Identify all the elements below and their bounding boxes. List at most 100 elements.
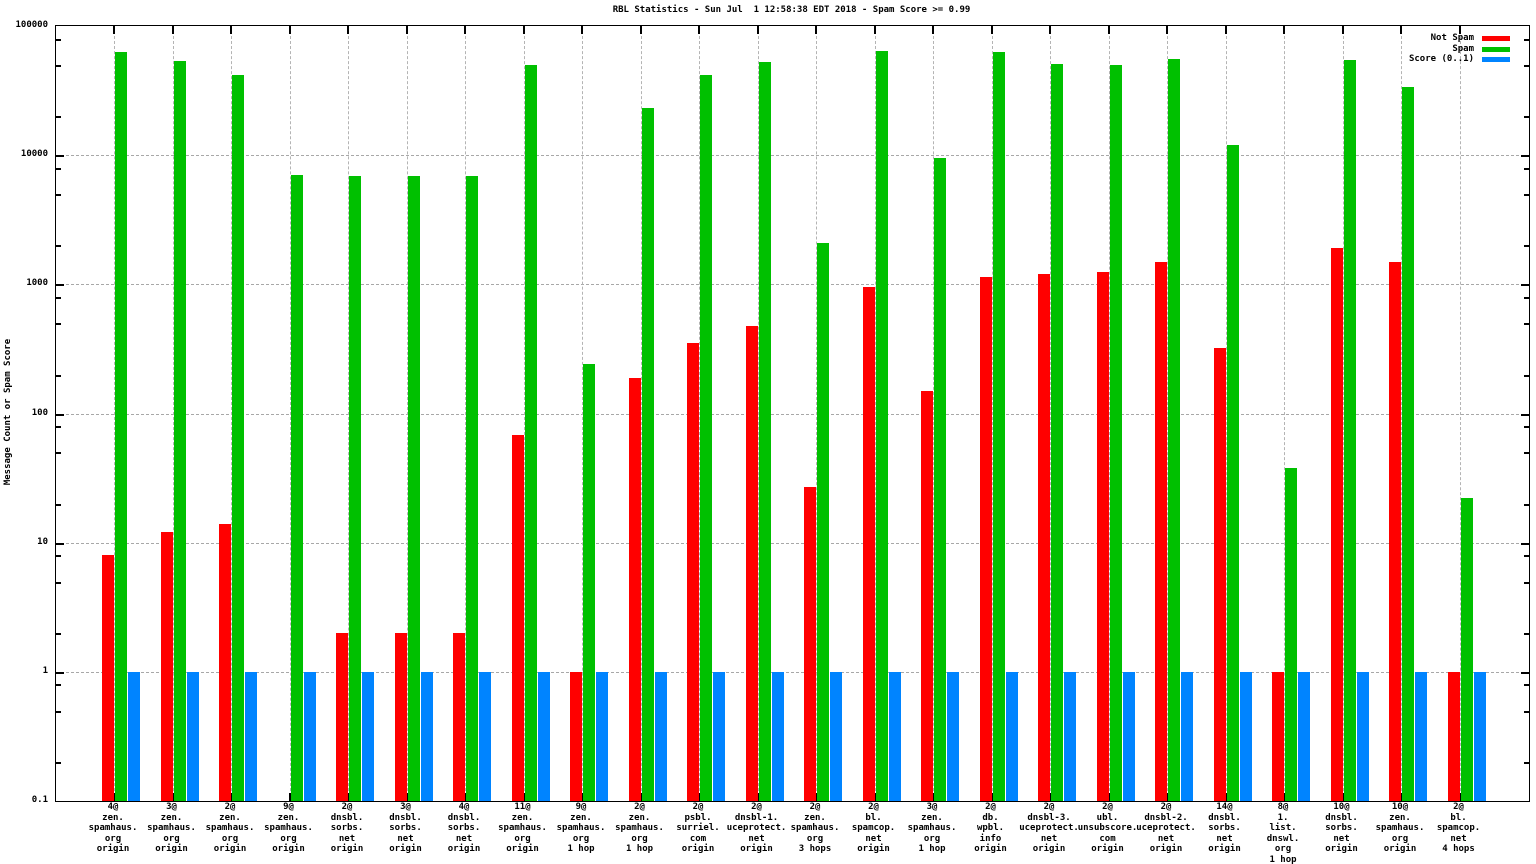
y-major-tick-right bbox=[1521, 542, 1529, 545]
x-group-label: 4@ dnsbl. sorbs. net origin bbox=[435, 802, 493, 855]
gridline-vertical bbox=[289, 26, 291, 801]
gridline-vertical bbox=[640, 26, 642, 801]
x-group-label-line: zen. bbox=[570, 812, 592, 823]
y-tick-label: 1000 bbox=[26, 278, 48, 289]
bar-spam bbox=[817, 242, 829, 801]
y-major-tick-left bbox=[56, 542, 64, 545]
legend-item-label: Spam bbox=[1452, 43, 1474, 54]
bar-score bbox=[303, 671, 316, 801]
x-group-label-line: origin bbox=[272, 844, 305, 854]
x-group-label: 2@ bl. spamcop. net 4 hops bbox=[1430, 802, 1488, 855]
x-group-label-line: dnsbl. bbox=[1208, 812, 1241, 823]
y-minor-tick-right bbox=[1524, 452, 1529, 455]
y-minor-tick-right bbox=[1524, 555, 1529, 558]
x-group-label-line: origin bbox=[213, 844, 247, 854]
x-group-label-line: 3@ bbox=[926, 802, 938, 812]
y-minor-tick-right bbox=[1524, 710, 1529, 713]
x-group-label-line: bl. bbox=[865, 812, 882, 823]
x-tick-bottom bbox=[1400, 793, 1402, 801]
x-group-label-line: 14@ bbox=[1216, 802, 1233, 812]
x-tick-top bbox=[288, 26, 291, 34]
bar-score bbox=[1298, 671, 1310, 801]
x-tick-top bbox=[1458, 26, 1461, 34]
x-tick-top bbox=[230, 26, 232, 34]
x-group-label-line: 2@ bbox=[692, 802, 704, 812]
x-tick-top bbox=[1283, 26, 1285, 34]
x-tick-top bbox=[1166, 26, 1168, 34]
x-group-label-line: sorbs. bbox=[447, 823, 481, 833]
bar-spam bbox=[1051, 63, 1063, 801]
x-group-label: 2@ zen. spamhaus. org 3 hops bbox=[786, 802, 844, 855]
x-group-label-line: 11@ bbox=[514, 802, 531, 812]
x-group-label-line: zen. bbox=[511, 812, 534, 823]
bar-spam bbox=[875, 51, 888, 801]
x-group-label-line: 2@ bbox=[809, 802, 821, 812]
x-group-label-line: origin bbox=[1325, 844, 1358, 854]
x-group-label-line: net bbox=[1040, 833, 1058, 844]
bar-spam bbox=[290, 175, 303, 801]
x-tick-bottom bbox=[1049, 793, 1051, 801]
y-minor-tick-right bbox=[1524, 64, 1529, 67]
gridline-horizontal bbox=[56, 284, 1529, 286]
bar-not-spam bbox=[160, 532, 173, 801]
y-tick-label: 100 bbox=[31, 407, 48, 418]
gridline-vertical bbox=[465, 26, 466, 801]
x-group-label-line: uceprotect. bbox=[726, 823, 787, 833]
x-tick-bottom bbox=[581, 793, 583, 801]
x-group-label-line: origin bbox=[974, 844, 1007, 854]
x-group-label-line: org bbox=[514, 833, 531, 844]
x-group-label-line: org bbox=[1274, 844, 1292, 854]
gridline-vertical bbox=[1050, 26, 1051, 801]
y-minor-tick-left bbox=[56, 684, 61, 687]
gridline-vertical bbox=[757, 26, 759, 801]
x-group-label-line: origin bbox=[155, 844, 188, 854]
y-tick-label: 100000 bbox=[15, 20, 48, 30]
y-minor-tick-left bbox=[56, 64, 61, 67]
y-major-tick-left bbox=[56, 284, 64, 287]
bar-score bbox=[654, 671, 667, 801]
y-minor-tick-left bbox=[56, 296, 61, 299]
x-group-label: 14@ dnsbl. sorbs. net origin bbox=[1196, 802, 1254, 855]
y-minor-tick-right bbox=[1524, 684, 1529, 687]
x-group-label: 3@ zen. spamhaus. org 1 hop bbox=[903, 802, 961, 855]
x-group-label-line: db. bbox=[982, 812, 999, 823]
x-group-label-line: sorbs. bbox=[330, 823, 364, 833]
legend-item-label: Score (0..1) bbox=[1408, 54, 1474, 64]
x-tick-top bbox=[405, 26, 408, 34]
x-group-label-line: dnsbl-2. bbox=[1144, 812, 1188, 823]
y-minor-tick-right bbox=[1524, 116, 1529, 119]
x-group-label-line: surriel. bbox=[676, 823, 720, 833]
x-tick-top bbox=[581, 26, 583, 34]
gridline-vertical bbox=[172, 26, 174, 801]
x-group-label-line: 4@ bbox=[458, 802, 470, 812]
x-group-label-line: spamhaus. bbox=[556, 823, 606, 833]
y-minor-tick-left bbox=[56, 762, 61, 765]
x-group-label-line: net bbox=[865, 833, 882, 844]
gridline-horizontal bbox=[56, 671, 1529, 673]
x-tick-bottom bbox=[1107, 793, 1110, 801]
y-minor-tick-left bbox=[56, 452, 61, 455]
bar-score bbox=[245, 671, 257, 801]
x-group-label-line: 2@ bbox=[985, 802, 996, 812]
x-tick-top bbox=[639, 26, 642, 34]
x-group-label: 2@ dnsbl-1. uceprotect. net origin bbox=[726, 802, 787, 855]
bar-not-spam bbox=[1038, 274, 1050, 801]
bar-score bbox=[1356, 671, 1369, 801]
bar-score bbox=[596, 671, 608, 801]
bar-spam bbox=[1460, 498, 1473, 801]
x-group-label-line: net bbox=[338, 833, 356, 844]
x-group-label-line: org bbox=[572, 833, 590, 844]
x-group-label-line: 2@ bbox=[751, 802, 762, 812]
y-minor-tick-right bbox=[1524, 426, 1529, 429]
y-minor-tick-right bbox=[1524, 374, 1529, 377]
x-group-label-line: origin bbox=[447, 844, 481, 854]
y-tick-label: 0.1 bbox=[31, 795, 48, 805]
x-group-label-line: bl. bbox=[1450, 812, 1467, 823]
legend-item-swatch bbox=[1482, 36, 1510, 41]
x-group-label-line: 10@ bbox=[1391, 802, 1409, 812]
bar-score bbox=[713, 671, 725, 801]
x-group-label-line: zen. bbox=[804, 812, 826, 823]
gridline-vertical bbox=[1225, 26, 1227, 801]
y-major-tick-left bbox=[56, 413, 64, 416]
x-group-label: 8@ 1. list. dnswl. org 1 hop bbox=[1254, 802, 1312, 864]
